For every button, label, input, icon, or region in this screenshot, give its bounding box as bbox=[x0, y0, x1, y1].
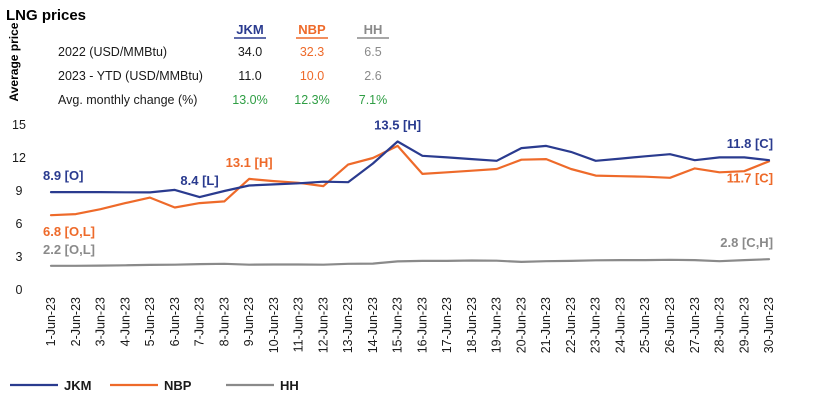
legend-label-nbp: NBP bbox=[164, 378, 192, 393]
x-tick-label: 5-Jun-23 bbox=[143, 297, 157, 346]
x-tick-label: 17-Jun-23 bbox=[440, 297, 454, 353]
stats-cell: 7.1% bbox=[359, 93, 388, 107]
y-tick-label: 15 bbox=[12, 118, 26, 132]
x-tick-label: 4-Jun-23 bbox=[118, 297, 132, 346]
x-tick-label: 21-Jun-23 bbox=[539, 297, 553, 353]
legend-label-hh: HH bbox=[280, 378, 299, 393]
x-tick-label: 14-Jun-23 bbox=[366, 297, 380, 353]
x-tick-label: 19-Jun-23 bbox=[490, 297, 504, 353]
annotation-label: 8.9 [O] bbox=[43, 168, 83, 183]
x-axis: 1-Jun-23 2-Jun-23 3-Jun-23 4-Jun-23 5-Jun-23… bbox=[44, 297, 776, 353]
y-tick-label: 12 bbox=[12, 151, 26, 165]
annotation-label: 13.1 [H] bbox=[226, 155, 273, 170]
x-tick-label: 12-Jun-23 bbox=[316, 297, 330, 353]
x-tick-label: 20-Jun-23 bbox=[514, 297, 528, 353]
stats-header-hh: HH bbox=[364, 22, 383, 37]
stats-row-label: Avg. monthly change (%) bbox=[58, 93, 197, 107]
annotation-label: 8.4 [L] bbox=[180, 173, 218, 188]
data-annotations: 8.9 [O] 8.4 [L] 13.5 [H] 11.8 [C] 13.1 [H] 6.… bbox=[43, 118, 773, 257]
x-tick-label: 22-Jun-23 bbox=[564, 297, 578, 353]
stats-cell: 6.5 bbox=[364, 45, 381, 59]
annotation-label: 6.8 [O,L] bbox=[43, 224, 95, 239]
stats-cell: 34.0 bbox=[238, 45, 262, 59]
stats-table: JKM NBP HH 2022 (USD/MMBtu) 34.0 32.3 6.5 2023 … bbox=[58, 22, 389, 107]
y-tick-label: 0 bbox=[16, 283, 23, 297]
stats-header-jkm: JKM bbox=[236, 22, 263, 37]
x-tick-label: 10-Jun-23 bbox=[267, 297, 281, 353]
x-tick-label: 29-Jun-23 bbox=[737, 297, 751, 353]
stats-cell: 11.0 bbox=[238, 69, 261, 83]
stats-row-label: 2023 - YTD (USD/MMBtu) bbox=[58, 69, 203, 83]
annotation-label: 11.8 [C] bbox=[727, 136, 773, 151]
annotation-label: 2.2 [O,L] bbox=[43, 242, 95, 257]
x-tick-label: 18-Jun-23 bbox=[465, 297, 479, 353]
x-tick-label: 15-Jun-23 bbox=[391, 297, 405, 353]
x-tick-label: 26-Jun-23 bbox=[663, 297, 677, 353]
annotation-label: 2.8 [C,H] bbox=[720, 235, 773, 250]
series-lines bbox=[49, 140, 771, 267]
x-tick-label: 2-Jun-23 bbox=[69, 297, 83, 346]
series-line-jkm bbox=[49, 140, 771, 199]
x-tick-label: 16-Jun-23 bbox=[415, 297, 429, 353]
y-tick-label: 6 bbox=[16, 217, 23, 231]
x-tick-label: 9-Jun-23 bbox=[242, 297, 256, 346]
annotation-label: 11.7 [C] bbox=[727, 170, 773, 185]
chart-legend: JKM NBP HH bbox=[10, 378, 299, 393]
x-tick-label: 25-Jun-23 bbox=[638, 297, 652, 353]
series-line-hh bbox=[49, 258, 771, 267]
x-tick-label: 27-Jun-23 bbox=[688, 297, 702, 353]
x-tick-label: 3-Jun-23 bbox=[94, 297, 108, 346]
x-tick-label: 7-Jun-23 bbox=[193, 297, 207, 346]
x-tick-label: 24-Jun-23 bbox=[613, 297, 627, 353]
x-tick-label: 6-Jun-23 bbox=[168, 297, 182, 346]
x-tick-label: 13-Jun-23 bbox=[341, 297, 355, 353]
x-tick-label: 23-Jun-23 bbox=[589, 297, 603, 353]
stats-cell: 13.0% bbox=[232, 93, 267, 107]
stats-cell: 32.3 bbox=[300, 45, 324, 59]
chart-title: LNG prices bbox=[6, 7, 86, 24]
annotation-label: 13.5 [H] bbox=[374, 118, 421, 133]
x-tick-label: 28-Jun-23 bbox=[713, 297, 727, 353]
stats-cell: 2.6 bbox=[364, 69, 381, 83]
series-line-nbp bbox=[49, 144, 771, 217]
stats-cell: 10.0 bbox=[300, 69, 324, 83]
x-tick-label: 11-Jun-23 bbox=[292, 297, 306, 352]
x-tick-label: 8-Jun-23 bbox=[217, 297, 231, 346]
x-tick-label: 30-Jun-23 bbox=[762, 297, 776, 353]
x-tick-label: 1-Jun-23 bbox=[44, 297, 58, 346]
y-tick-label: 3 bbox=[16, 250, 23, 264]
y-axis-label: Average price bbox=[7, 22, 21, 101]
y-axis: 0 3 6 9 12 15 bbox=[12, 118, 26, 297]
legend-label-jkm: JKM bbox=[64, 378, 91, 393]
y-tick-label: 9 bbox=[16, 184, 23, 198]
stats-row-label: 2022 (USD/MMBtu) bbox=[58, 45, 167, 59]
stats-cell: 12.3% bbox=[294, 93, 329, 107]
stats-header-nbp: NBP bbox=[298, 22, 326, 37]
